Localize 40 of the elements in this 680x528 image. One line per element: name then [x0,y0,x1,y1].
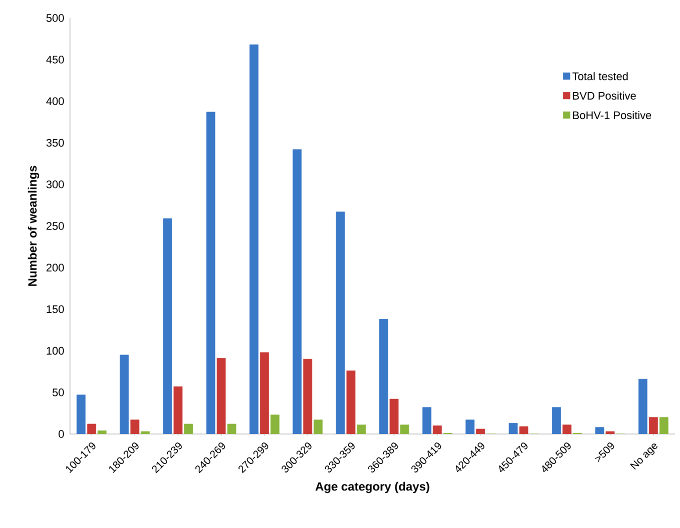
bar [184,424,193,434]
bar [336,212,345,434]
y-tick-label: 350 [46,138,64,147]
y-tick-label: 250 [46,222,64,230]
bar [206,112,216,434]
y-tick-label: 300 [46,180,64,188]
bar [250,44,258,434]
y-axis-title: Number of weanlings [28,166,40,286]
y-tick-label: 50 [52,388,64,396]
bar [120,354,129,434]
y-tick-label: 450 [46,56,64,64]
y-tick-label: 400 [46,97,64,106]
y-tick-label: 200 [46,264,64,272]
legend-label: BoHV-1 Positive [573,111,652,120]
bar [227,424,236,434]
legend-label: Total tested [572,72,628,80]
y-tick-label: 500 [46,14,64,22]
bar [140,431,150,434]
x-axis-title: Age category (days) [315,482,430,494]
bar [292,149,302,434]
y-tick-label: 150 [46,305,64,314]
bar [379,318,388,434]
bar [314,420,323,434]
bar [595,427,604,434]
legend-label: BVD Positive [573,92,636,100]
bar [659,417,668,434]
bar [466,420,474,434]
bar [76,394,86,434]
bar [422,407,432,434]
bar [270,414,280,434]
x-tick-label: No age [630,444,658,470]
y-tick-label: 100 [46,346,64,355]
bar [400,424,410,434]
bar [163,218,172,434]
bar [356,424,366,434]
bar [638,378,648,434]
y-tick-label: 0 [58,430,64,438]
bar [552,407,561,434]
bar [98,430,107,434]
bar [508,422,518,434]
